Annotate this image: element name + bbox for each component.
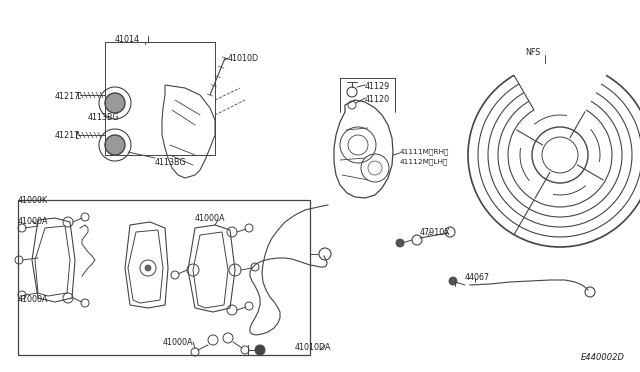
Text: 41014: 41014 [115,35,140,44]
Circle shape [105,93,125,113]
Text: 47910X: 47910X [420,228,451,237]
Circle shape [532,127,588,183]
Circle shape [396,239,404,247]
Circle shape [105,135,125,155]
Text: NFS: NFS [525,48,540,57]
Text: 41000A: 41000A [18,217,49,226]
Text: 41000A: 41000A [195,214,225,223]
Circle shape [449,277,457,285]
Text: 41010DA: 41010DA [295,343,332,352]
Circle shape [145,265,151,271]
Text: 41129: 41129 [365,82,390,91]
Text: 41112M〈LH〉: 41112M〈LH〉 [400,158,449,164]
Text: 41111M〈RH〉: 41111M〈RH〉 [400,148,449,155]
Text: 44067: 44067 [465,273,490,282]
Text: 41010D: 41010D [228,54,259,63]
Text: 41000A: 41000A [163,338,193,347]
Text: 4113BG: 4113BG [155,158,187,167]
Text: 41000A: 41000A [18,295,49,304]
Text: 41000K: 41000K [18,196,48,205]
Text: E440002D: E440002D [581,353,625,362]
Text: 41217: 41217 [55,92,80,101]
Text: 41217: 41217 [55,131,80,140]
Text: 4113BG: 4113BG [88,113,120,122]
Text: 41120: 41120 [365,95,390,104]
Circle shape [255,345,265,355]
